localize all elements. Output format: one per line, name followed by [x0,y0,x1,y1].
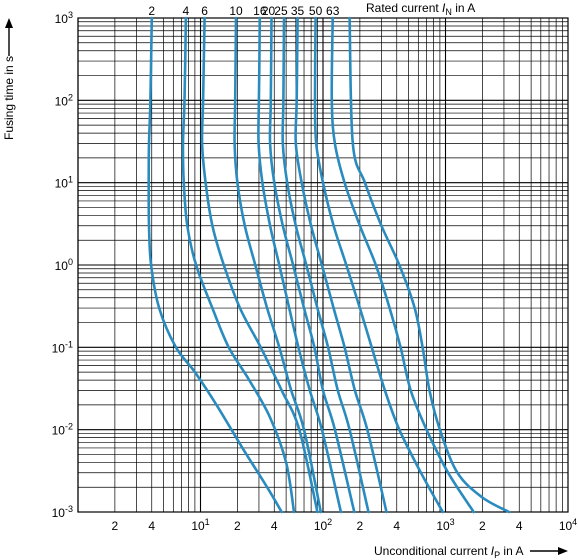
rated-current-label: 2 [148,4,155,18]
plot-frame [77,17,569,513]
fuse-curves [147,16,511,514]
fuse-curve-25 [281,16,370,514]
fuse-curve-63 [330,16,475,514]
y-axis-title: Fusing time in s [2,56,16,140]
x-axis-arrow [530,547,568,555]
y-axis-tick-labels: 10-3 10-2 10-1 100 101 102 103 [52,10,73,520]
fuse-curve-10 [233,16,323,514]
x-tick-label: 4 [148,519,155,533]
rated-current-label: 10 [229,4,243,18]
rated-current-label: 20 [262,4,276,18]
x-tick-label: 2 [112,519,119,533]
x-tick-label: 4 [516,519,523,533]
x-axis-title: Unconditional current IP in A [374,544,523,560]
y-tick-label: 100 [55,257,73,273]
x-tick-label: 4 [393,519,400,533]
fuse-curve-35 [294,16,388,514]
fuse-curve-series-11 [348,16,511,514]
x-tick-label: 2 [479,519,486,533]
y-axis-arrow [5,18,13,56]
x-tick-label: 2 [357,519,364,533]
y-tick-label: 103 [55,10,73,26]
rated-current-label: 63 [326,4,340,18]
rated-current-label: 50 [309,4,323,18]
y-tick-label: 102 [55,92,73,108]
rated-current-label: 4 [183,4,190,18]
rated-current-label: 16 [253,4,267,18]
fuse-curve-50 [313,16,445,514]
fuse-curve-20 [268,16,356,514]
y-tick-label: 101 [55,175,73,191]
x-tick-label: 101 [191,517,209,533]
y-tick-label: 10-3 [52,504,73,520]
fuse-curve-4 [181,16,296,514]
y-tick-label: 10-2 [52,422,73,438]
x-tick-label: 2 [234,519,241,533]
rated-current-label: 25 [274,4,288,18]
x-tick-label: 102 [314,517,332,533]
rated-current-label: 35 [291,4,305,18]
rated-current-label: 6 [201,4,208,18]
rated-current-title: Rated current IN in A [366,1,475,17]
fuse-curve-6 [200,16,319,514]
x-tick-label: 104 [559,517,577,533]
fuse-curve-2 [147,16,283,514]
x-tick-label: 103 [436,517,454,533]
y-tick-label: 10-1 [52,339,73,355]
fuse-curve-16 [257,16,343,514]
x-tick-label: 4 [271,519,278,533]
x-axis-tick-labels: 2 4 101 2 4 102 2 4 103 2 4 104 [112,517,578,533]
